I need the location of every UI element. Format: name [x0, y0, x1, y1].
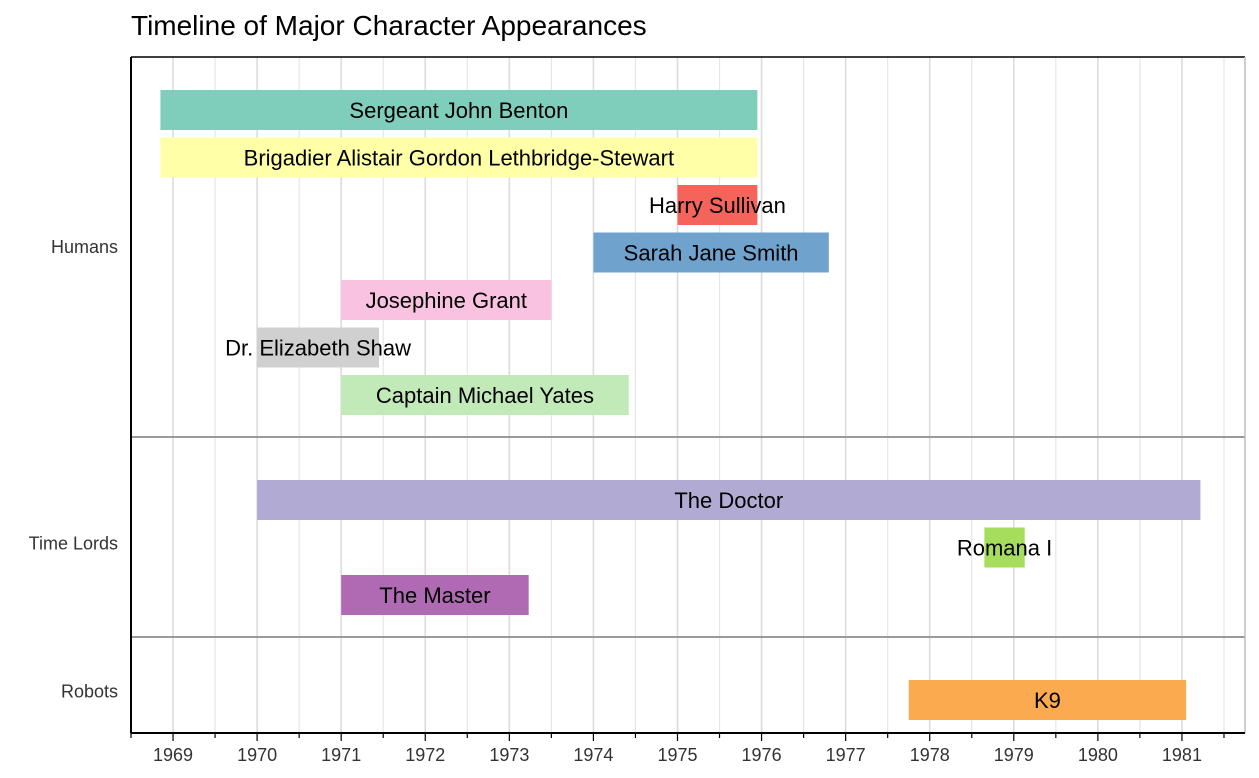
- x-tick-label: 1979: [994, 745, 1034, 765]
- axes: Humans Time Lords Robots 1969 1970 1971 1972 19…: [29, 56, 1246, 765]
- x-tick-label: 1970: [237, 745, 277, 765]
- bar-label: Sarah Jane Smith: [624, 241, 799, 266]
- timeline-bar: [341, 280, 552, 320]
- x-tick-label: 1980: [1078, 745, 1118, 765]
- group-label: Humans: [51, 237, 118, 257]
- x-tick-label: 1977: [826, 745, 866, 765]
- x-tick-label: 1969: [153, 745, 193, 765]
- timeline-bar: [341, 575, 529, 615]
- x-tick-label: 1975: [657, 745, 697, 765]
- group-label: Time Lords: [29, 534, 118, 554]
- x-tick-label: 1974: [573, 745, 613, 765]
- timeline-bar: [160, 137, 758, 178]
- x-tick-label: 1973: [489, 745, 529, 765]
- timeline-bar: [257, 327, 380, 368]
- bars-layer: Sergeant John Benton Brigadier Alistair G…: [160, 90, 1201, 720]
- bar-label: The Doctor: [674, 488, 783, 513]
- chart-title: Timeline of Major Character Appearances: [131, 10, 647, 41]
- x-tick-label: 1981: [1162, 745, 1202, 765]
- timeline-bar: [677, 185, 758, 225]
- group-separators: [131, 436, 1245, 638]
- x-tick-label: 1972: [405, 745, 445, 765]
- group-label: Robots: [61, 682, 118, 702]
- bar-label: Josephine Grant: [366, 288, 527, 313]
- x-tick-label: 1971: [321, 745, 361, 765]
- bar-label: Brigadier Alistair Gordon Lethbridge-Ste…: [244, 146, 674, 171]
- x-tick-label: 1976: [742, 745, 782, 765]
- timeline-bar: [341, 375, 629, 415]
- bar-label: Dr. Elizabeth Shaw: [225, 336, 411, 361]
- timeline-bar: [160, 90, 758, 130]
- timeline-bar: [257, 480, 1201, 520]
- x-tick-label: 1978: [910, 745, 950, 765]
- bar-label: Harry Sullivan: [649, 193, 786, 218]
- timeline-bar: [593, 232, 829, 273]
- timeline-bar: [984, 527, 1025, 568]
- bar-label: The Master: [379, 583, 490, 608]
- bar-label: Captain Michael Yates: [376, 383, 594, 408]
- timeline-bar: [908, 680, 1187, 720]
- bar-label: K9: [1034, 688, 1061, 713]
- bar-label: Romana I: [957, 536, 1052, 561]
- bar-label: Sergeant John Benton: [349, 98, 568, 123]
